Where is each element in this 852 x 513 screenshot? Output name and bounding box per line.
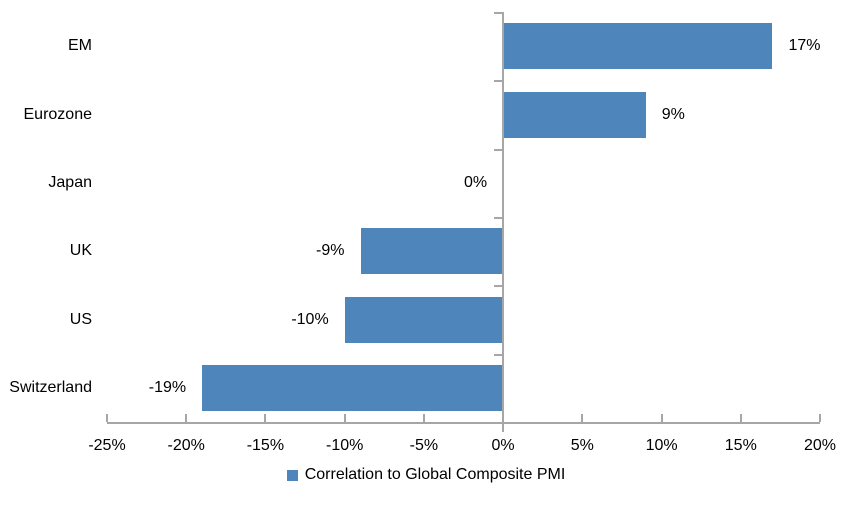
value-label-eurozone: 9% <box>661 105 685 123</box>
x-tick-label: -25% <box>88 437 126 454</box>
x-tick-label: 5% <box>570 437 594 454</box>
category-label-eurozone: Eurozone <box>23 105 93 123</box>
value-label-us: -10% <box>291 310 329 328</box>
category-label-us: US <box>69 310 92 328</box>
bar-uk <box>360 228 504 275</box>
x-tick-label: 15% <box>724 437 757 454</box>
x-tick-label: 0% <box>491 437 515 454</box>
x-tick-label: -20% <box>167 437 205 454</box>
y-tick <box>494 12 503 14</box>
x-tick-label: -15% <box>246 437 285 454</box>
bar-eurozone <box>503 91 646 138</box>
category-label-uk: UK <box>69 242 92 260</box>
y-tick <box>494 285 503 288</box>
y-tick <box>494 217 503 219</box>
category-label-switzerland: Switzerland <box>9 378 92 396</box>
x-tick <box>185 414 188 422</box>
bar-us <box>344 296 504 343</box>
x-tick-label: -5% <box>409 437 439 454</box>
bar-switzerland <box>202 364 504 411</box>
x-tick <box>581 414 584 422</box>
x-tick <box>264 414 267 422</box>
y-tick <box>494 148 503 151</box>
x-tick <box>660 414 663 422</box>
x-tick <box>343 414 346 422</box>
bar-em <box>503 23 773 70</box>
x-tick-label: 10% <box>645 437 678 454</box>
legend-label: Correlation to Global Composite PMI <box>304 466 566 483</box>
value-label-switzerland: -19% <box>148 378 187 396</box>
y-tick <box>494 80 503 83</box>
category-label-japan: Japan <box>48 173 92 191</box>
x-tick-label: -10% <box>326 437 364 454</box>
zero-axis-line <box>502 12 505 432</box>
x-tick <box>819 414 821 422</box>
category-label-em: EM <box>68 37 92 55</box>
value-label-uk: -9% <box>316 242 345 260</box>
x-tick <box>739 414 742 422</box>
legend-swatch <box>286 469 298 481</box>
value-label-em: 17% <box>788 37 821 55</box>
x-axis-line <box>107 422 820 424</box>
legend: Correlation to Global Composite PMI <box>0 465 852 485</box>
x-tick <box>106 414 108 422</box>
value-label-japan: 0% <box>463 173 488 191</box>
x-tick-label: 20% <box>803 437 837 454</box>
y-tick <box>494 353 503 356</box>
x-tick <box>422 414 425 422</box>
